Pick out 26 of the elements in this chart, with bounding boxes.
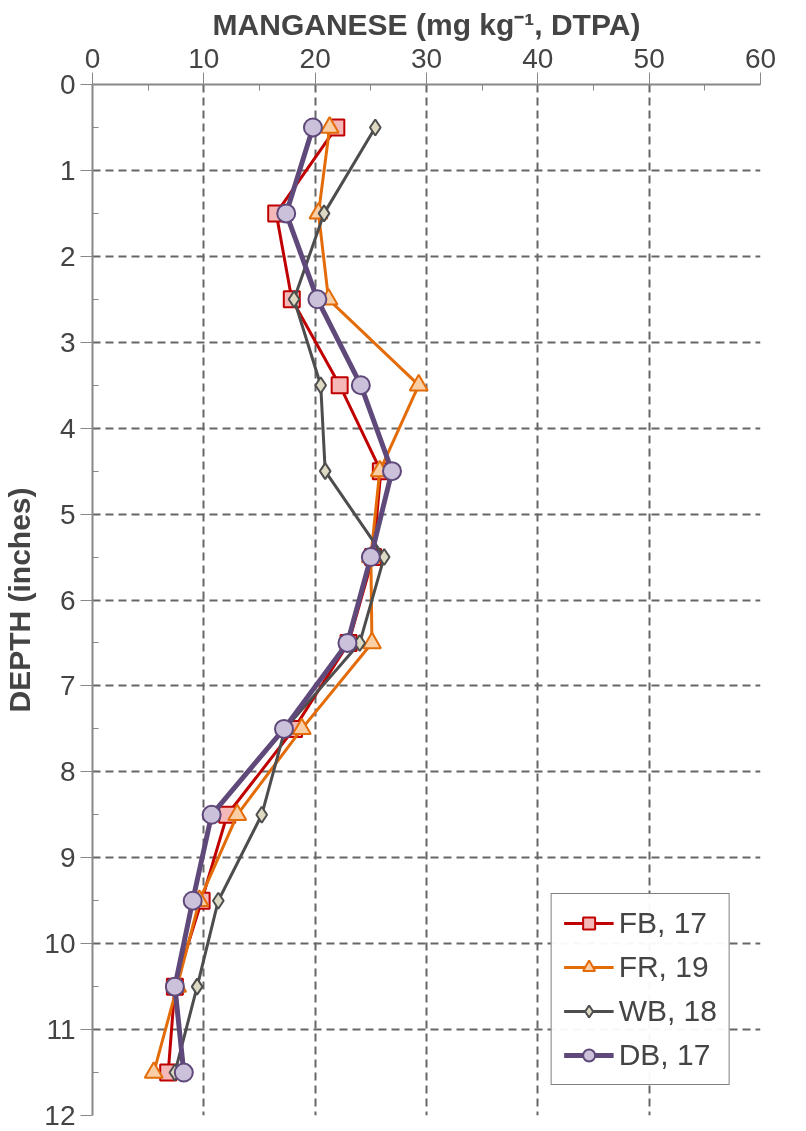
- y-tick-label: 6: [59, 584, 76, 616]
- y-tick-label: 3: [59, 326, 76, 358]
- y-tick-label: 8: [59, 756, 76, 788]
- x-tick-label: 50: [633, 42, 665, 74]
- y-tick-label: 7: [59, 670, 76, 702]
- legend-label: FR, 19: [618, 950, 709, 984]
- x-tick-label: 20: [299, 42, 331, 74]
- y-tick-label: 5: [59, 498, 76, 530]
- x-tick-label: 10: [188, 42, 220, 74]
- y-tick-label: 2: [59, 240, 76, 272]
- y-axis-title: DEPTH (inches): [3, 487, 37, 713]
- y-tick-label: 11: [46, 1014, 76, 1046]
- y-tick-label: 0: [59, 69, 76, 100]
- y-tick-label: 12: [44, 1100, 76, 1131]
- x-tick-label: 30: [410, 42, 443, 74]
- y-tick-label: 4: [59, 412, 76, 444]
- x-tick-label: 60: [744, 42, 777, 74]
- y-tick-label: 9: [59, 842, 76, 874]
- x-tick-label: 40: [522, 42, 554, 74]
- chart-title: MANGANESE (mg kg⁻¹, DTPA): [212, 7, 641, 41]
- legend-label: FB, 17: [618, 906, 707, 940]
- legend-label: DB, 17: [618, 1038, 711, 1072]
- y-tick-label: 10: [44, 928, 76, 960]
- x-tick-label: 0: [84, 42, 101, 74]
- y-tick-label: 1: [59, 154, 76, 186]
- legend-label: WB, 18: [618, 994, 717, 1028]
